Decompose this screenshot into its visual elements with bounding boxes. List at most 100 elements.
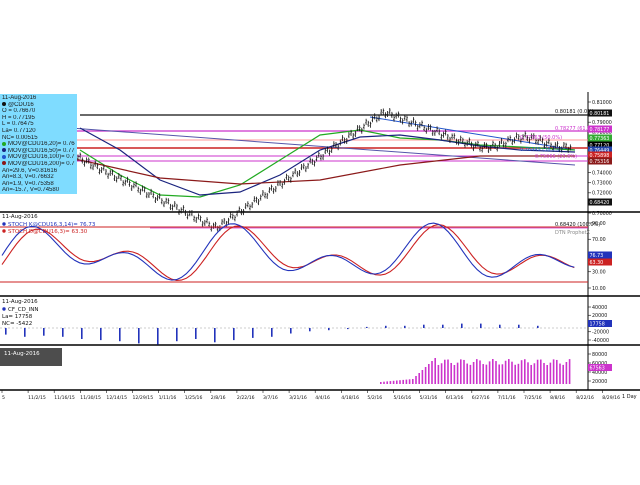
price-badge-label: 0.77120 bbox=[590, 143, 610, 149]
axis-tick-label: -40000 bbox=[592, 338, 609, 344]
fib-236-label: 0.75066 (23.6%) bbox=[535, 154, 577, 160]
price-badge bbox=[588, 157, 612, 165]
oi-bar bbox=[428, 364, 430, 384]
oi-bar bbox=[543, 362, 545, 384]
stoch-k-label: STOCH K@CDU16,3,14)= 76.73 bbox=[8, 222, 96, 228]
price-badge-label: 0.80181 bbox=[590, 111, 610, 117]
cot-bar bbox=[100, 328, 102, 341]
oi-bar bbox=[476, 359, 478, 384]
stoch-badge-label: 63.30 bbox=[590, 260, 604, 266]
date-label: 8/29/16 bbox=[602, 395, 620, 401]
oi-bar bbox=[386, 381, 388, 384]
axis-tick-label: -20000 bbox=[592, 330, 609, 336]
fib-618-label: 0.78277 (61.8%) bbox=[555, 126, 597, 132]
oi-bar bbox=[482, 364, 484, 384]
info-high: H = 0.77195 bbox=[2, 114, 35, 121]
oi-bar bbox=[415, 376, 417, 384]
info-open: O = 0.76670 bbox=[2, 108, 36, 115]
oi-bar bbox=[488, 361, 491, 384]
oi-bar bbox=[392, 380, 395, 384]
price-badge bbox=[588, 141, 612, 149]
cot-bar bbox=[62, 328, 64, 337]
axis-tick-label: 0.81000 bbox=[592, 100, 612, 106]
axis-tick-label: 20000 bbox=[592, 313, 607, 319]
fib-legend: An=29.6, V=0.81616 An=8.3, V=0.76632 An=1.… bbox=[2, 168, 75, 194]
fib-legend-item: An=-15.7, V=0.74580 bbox=[2, 187, 60, 194]
oi-bar bbox=[479, 360, 481, 384]
oi-bar bbox=[389, 381, 392, 384]
stoch-badge bbox=[588, 258, 612, 266]
ma-legend: MOV@CDU16,20)= 0.76436MOV@CDU16,50)= 0.7… bbox=[2, 141, 75, 167]
axis-tick-label: 40000 bbox=[592, 370, 607, 376]
bottom-level-label: 0.68420 (100.0%) bbox=[555, 222, 600, 228]
oi-bar bbox=[504, 360, 507, 384]
date-axis[interactable]: 5 11/2/15 11/16/15 11/30/15 12/14/15 12/29/15… bbox=[1, 390, 620, 401]
top-level-label: 0.80181 (0.0%) bbox=[555, 109, 594, 115]
stoch-badge bbox=[588, 251, 612, 259]
price-badge bbox=[588, 151, 612, 159]
axis-tick-label: 0.73000 bbox=[592, 181, 612, 187]
fib-legend-item: An=29.6, V=0.81616 bbox=[2, 167, 58, 174]
stoch-k-marker bbox=[2, 222, 6, 226]
date-label: 7/25/16 bbox=[524, 395, 542, 401]
cot-bar bbox=[499, 324, 501, 328]
oi-bar bbox=[383, 381, 385, 384]
date-label: 4/18/16 bbox=[341, 395, 359, 401]
date-label: 7/11/16 bbox=[498, 395, 516, 401]
date-label: 3/7/16 bbox=[263, 395, 278, 401]
cot-badge bbox=[588, 320, 612, 327]
cot-bar bbox=[176, 328, 178, 342]
price-badge-label: 0.78177 bbox=[590, 127, 610, 133]
cot-bar bbox=[119, 328, 121, 342]
info-net-change: NC= 0.00515 bbox=[2, 134, 38, 141]
oi-axis[interactable]: 80000 60000 40000 20000 bbox=[588, 352, 607, 385]
cot-bar bbox=[252, 328, 254, 338]
stoch-date: 11-Aug-2016 bbox=[2, 214, 38, 220]
oi-bar bbox=[447, 359, 449, 384]
period-label[interactable]: 1 Day bbox=[622, 394, 637, 400]
stoch-lines bbox=[1, 222, 575, 281]
cot-bar bbox=[214, 328, 216, 343]
oi-bar bbox=[485, 364, 488, 384]
oi-bar bbox=[501, 364, 504, 384]
ma-legend-item: MOV@CDU16,50)= 0.77335 bbox=[2, 148, 75, 155]
axis-tick-label: 90.00 bbox=[592, 221, 606, 227]
date-label: 5/2/16 bbox=[367, 395, 382, 401]
cot-panel[interactable] bbox=[0, 298, 588, 343]
cot-bar bbox=[537, 325, 539, 328]
ma-marker bbox=[2, 141, 6, 146]
date-label: 8/8/16 bbox=[550, 395, 565, 401]
trend-line[interactable] bbox=[369, 116, 576, 151]
trend-line[interactable] bbox=[29, 124, 576, 166]
cot-marker bbox=[2, 307, 6, 311]
cot-bar bbox=[271, 328, 273, 337]
oi-bar bbox=[444, 359, 446, 384]
axis-tick-label: 80000 bbox=[592, 352, 607, 358]
stoch-badge-label: 76.73 bbox=[590, 253, 604, 259]
oi-bar bbox=[549, 362, 552, 384]
date-label: 11/16/15 bbox=[54, 395, 75, 401]
oi-bar bbox=[463, 359, 465, 384]
oi-bar bbox=[418, 373, 420, 384]
cot-bar bbox=[195, 328, 197, 339]
axis-tick-label: 20000 bbox=[592, 379, 607, 385]
cot-net-change: NC= -5422 bbox=[2, 321, 32, 327]
cot-bar bbox=[385, 325, 387, 328]
oi-bar bbox=[495, 361, 497, 384]
oi-date: 11-Aug-2016 bbox=[4, 351, 40, 357]
cot-bar bbox=[461, 323, 463, 328]
date-label: 5/16/16 bbox=[394, 395, 412, 401]
axis-tick-label: 0.72000 bbox=[592, 191, 612, 197]
cot-bar bbox=[347, 328, 349, 330]
price-badge-label: 0.75898 bbox=[590, 153, 610, 159]
stoch-d-line bbox=[1, 224, 575, 281]
oi-bar bbox=[437, 364, 440, 384]
info-symbol: @CDU16 bbox=[2, 102, 75, 109]
oi-bar bbox=[508, 359, 510, 384]
cot-bar bbox=[157, 328, 159, 345]
cot-bar bbox=[309, 328, 311, 332]
cot-bar bbox=[81, 328, 83, 339]
price-badge bbox=[588, 146, 612, 154]
